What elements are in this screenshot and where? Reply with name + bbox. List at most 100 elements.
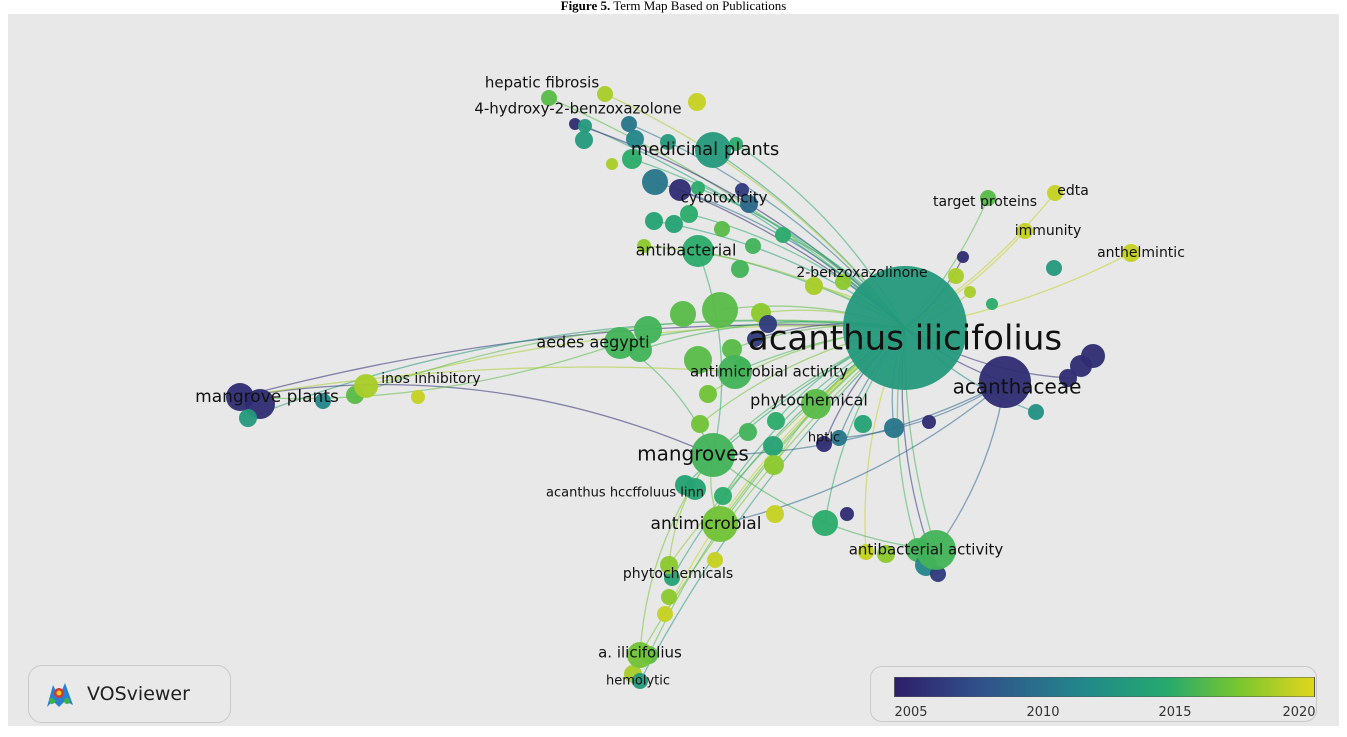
term-node[interactable] bbox=[805, 277, 823, 295]
term-node[interactable] bbox=[877, 545, 895, 563]
term-node[interactable] bbox=[699, 385, 717, 403]
node-target-proteins[interactable] bbox=[980, 190, 996, 206]
label-2-benzoxazolinone[interactable]: 2-benzoxazolinone bbox=[796, 265, 927, 281]
term-node[interactable] bbox=[729, 137, 743, 151]
term-node[interactable] bbox=[767, 412, 785, 430]
term-node[interactable] bbox=[747, 331, 763, 347]
node-a-ilicifolius[interactable] bbox=[627, 642, 653, 668]
term-node[interactable] bbox=[661, 589, 677, 605]
term-node[interactable] bbox=[766, 505, 784, 523]
node-antibacterial-activity[interactable] bbox=[916, 530, 956, 570]
term-node[interactable] bbox=[691, 415, 709, 433]
node-hemolytic[interactable] bbox=[632, 673, 648, 689]
term-node[interactable] bbox=[986, 298, 998, 310]
term-node[interactable] bbox=[854, 415, 872, 433]
label-antibacterial[interactable]: antibacterial bbox=[636, 241, 737, 260]
label-anthelmintic[interactable]: anthelmintic bbox=[1097, 245, 1185, 261]
node-acanthus-hccffoluus-linn[interactable] bbox=[675, 475, 695, 495]
term-node[interactable] bbox=[707, 552, 723, 568]
node-hptlc[interactable] bbox=[831, 430, 847, 446]
term-node[interactable] bbox=[691, 181, 705, 195]
term-node[interactable] bbox=[759, 315, 777, 333]
node-4-hydroxy-2-benzoxazolone[interactable] bbox=[578, 119, 592, 133]
term-node[interactable] bbox=[645, 212, 663, 230]
term-node[interactable] bbox=[621, 116, 637, 132]
node-immunity[interactable] bbox=[1017, 223, 1033, 239]
label-inos-inhibitory[interactable]: inos inhibitory bbox=[381, 371, 480, 387]
label-edta[interactable]: edta bbox=[1057, 183, 1089, 199]
term-node[interactable] bbox=[957, 251, 969, 263]
term-node[interactable] bbox=[739, 423, 757, 441]
term-node[interactable] bbox=[575, 131, 593, 149]
label-medicinal-plants[interactable]: medicinal plants bbox=[631, 139, 779, 160]
label-phytochemical[interactable]: phytochemical bbox=[750, 391, 868, 410]
label-mangroves[interactable]: mangroves bbox=[637, 442, 749, 466]
term-node[interactable] bbox=[569, 118, 581, 130]
node-acanthaceae[interactable] bbox=[979, 356, 1031, 408]
term-node[interactable] bbox=[731, 260, 749, 278]
node-2-benzoxazolinone[interactable] bbox=[948, 268, 964, 284]
term-node[interactable] bbox=[714, 221, 730, 237]
term-node[interactable] bbox=[835, 274, 851, 290]
label-acanthaceae[interactable]: acanthaceae bbox=[953, 375, 1082, 399]
node-hepatic-fibrosis[interactable] bbox=[541, 90, 557, 106]
term-node[interactable] bbox=[660, 134, 676, 150]
node-aedes-aegypti[interactable] bbox=[604, 327, 636, 359]
term-node[interactable] bbox=[634, 316, 662, 344]
term-node[interactable] bbox=[664, 570, 680, 586]
term-node[interactable] bbox=[680, 205, 698, 223]
node-acanthus-ilicifolius[interactable] bbox=[843, 266, 967, 390]
term-node[interactable] bbox=[745, 238, 761, 254]
term-node[interactable] bbox=[922, 415, 936, 429]
label-hptlc[interactable]: hptlc bbox=[808, 431, 840, 446]
node-antimicrobial[interactable] bbox=[702, 506, 738, 542]
term-node[interactable] bbox=[816, 436, 832, 452]
term-node[interactable] bbox=[763, 436, 783, 456]
node-edta[interactable] bbox=[1047, 185, 1063, 201]
term-node[interactable] bbox=[930, 566, 946, 582]
node-phytochemical[interactable] bbox=[801, 389, 831, 419]
label-a-ilicifolius[interactable]: a. ilicifolius bbox=[598, 644, 682, 662]
term-node[interactable] bbox=[764, 455, 784, 475]
label-mangrove-plants[interactable]: mangrove plants bbox=[195, 387, 339, 407]
term-node[interactable] bbox=[740, 195, 758, 213]
term-node[interactable] bbox=[722, 339, 742, 359]
term-node[interactable] bbox=[622, 149, 642, 169]
label-acanthus-hccffoluus-linn[interactable]: acanthus hccffoluus linn bbox=[546, 486, 704, 501]
term-node[interactable] bbox=[665, 215, 683, 233]
term-node[interactable] bbox=[411, 390, 425, 404]
node-mangrove-plants[interactable] bbox=[226, 383, 254, 411]
term-node[interactable] bbox=[597, 86, 613, 102]
label-target-proteins[interactable]: target proteins bbox=[933, 194, 1037, 210]
term-node[interactable] bbox=[606, 158, 618, 170]
term-node[interactable] bbox=[239, 409, 257, 427]
term-node[interactable] bbox=[626, 130, 644, 148]
term-node[interactable] bbox=[1070, 355, 1092, 377]
term-node[interactable] bbox=[884, 418, 904, 438]
node-inos-inhibitory[interactable] bbox=[354, 374, 378, 398]
term-node[interactable] bbox=[714, 487, 732, 505]
term-node[interactable] bbox=[670, 301, 696, 327]
term-node[interactable] bbox=[1046, 260, 1062, 276]
term-node[interactable] bbox=[812, 510, 838, 536]
node-cytotoxicity[interactable] bbox=[669, 179, 691, 201]
node-mangroves[interactable] bbox=[691, 433, 735, 477]
label-4-hydroxy-2-benzoxazolone[interactable]: 4-hydroxy-2-benzoxazolone bbox=[474, 100, 681, 118]
term-node[interactable] bbox=[637, 239, 651, 253]
term-node[interactable] bbox=[775, 227, 791, 243]
label-acanthus-ilicifolius[interactable]: acanthus ilicifolius bbox=[748, 319, 1062, 359]
label-immunity[interactable]: immunity bbox=[1015, 223, 1082, 239]
node-antibacterial[interactable] bbox=[682, 235, 714, 267]
label-cytotoxicity[interactable]: cytotoxicity bbox=[681, 189, 768, 207]
term-node[interactable] bbox=[657, 606, 673, 622]
term-node[interactable] bbox=[735, 183, 749, 197]
label-antibacterial-activity[interactable]: antibacterial activity bbox=[849, 541, 1004, 559]
label-phytochemicals[interactable]: phytochemicals bbox=[623, 566, 733, 582]
label-aedes-aegypti[interactable]: aedes aegypti bbox=[536, 333, 649, 352]
label-antimicrobial[interactable]: antimicrobial bbox=[651, 514, 762, 534]
node-anthelmintic[interactable] bbox=[1122, 244, 1140, 262]
term-node[interactable] bbox=[840, 507, 854, 521]
network-graph[interactable]: acanthus ilicifolius hepatic fibrosis 4-hy… bbox=[8, 14, 1339, 726]
term-node[interactable] bbox=[642, 169, 668, 195]
term-node[interactable] bbox=[688, 93, 706, 111]
